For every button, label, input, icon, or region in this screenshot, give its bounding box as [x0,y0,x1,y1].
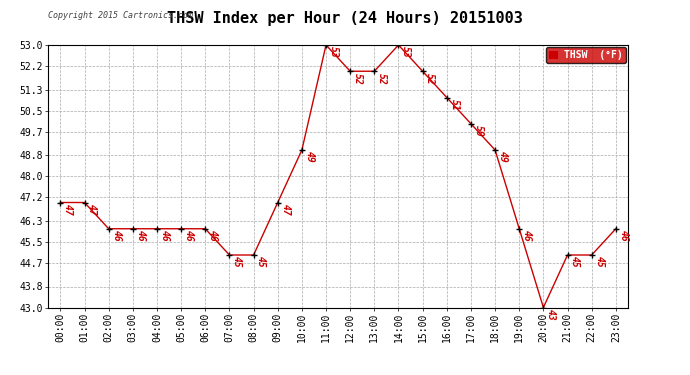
Text: 47: 47 [88,204,97,216]
Text: 49: 49 [498,152,508,163]
Text: 46: 46 [619,230,629,242]
Text: 46: 46 [112,230,121,242]
Text: THSW Index per Hour (24 Hours) 20151003: THSW Index per Hour (24 Hours) 20151003 [167,11,523,26]
Legend: THSW  (°F): THSW (°F) [546,47,626,63]
Text: 52: 52 [426,73,435,84]
Text: 45: 45 [257,256,266,268]
Text: 53: 53 [402,46,411,58]
Text: 45: 45 [233,256,242,268]
Text: 50: 50 [474,125,484,137]
Text: 45: 45 [571,256,580,268]
Text: 53: 53 [329,46,339,58]
Text: 46: 46 [522,230,532,242]
Text: 52: 52 [353,73,363,84]
Text: 43: 43 [546,309,556,321]
Text: 46: 46 [184,230,194,242]
Text: 47: 47 [281,204,290,216]
Text: 45: 45 [595,256,604,268]
Text: Copyright 2015 Cartronics.com: Copyright 2015 Cartronics.com [48,11,193,20]
Text: 46: 46 [136,230,146,242]
Text: 52: 52 [377,73,387,84]
Text: 49: 49 [305,152,315,163]
Text: 47: 47 [63,204,73,216]
Text: 46: 46 [160,230,170,242]
Text: 46: 46 [208,230,218,242]
Text: 51: 51 [450,99,460,111]
